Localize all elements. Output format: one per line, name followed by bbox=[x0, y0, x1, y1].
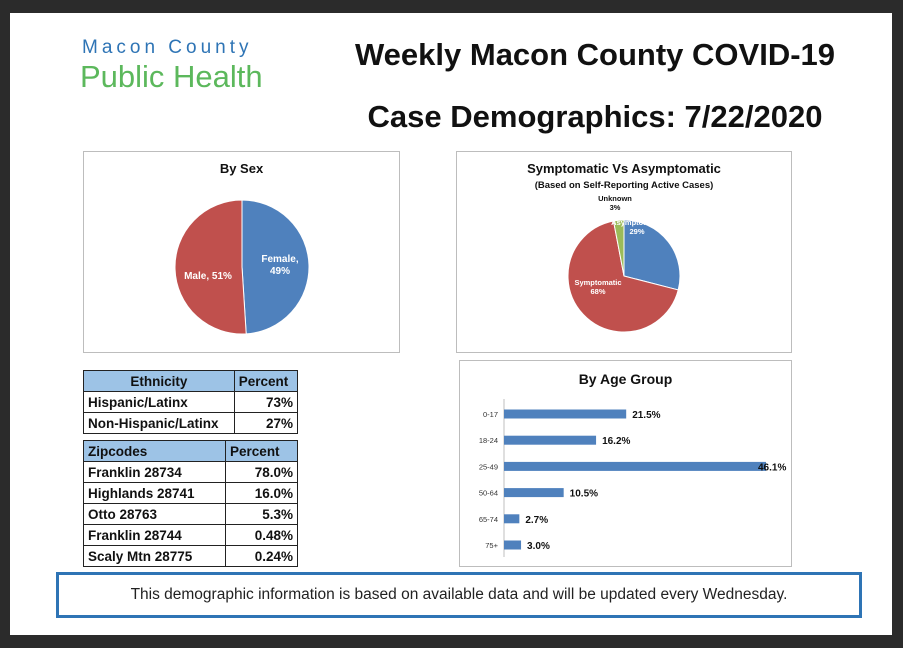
table-row: Otto 28763 5.3% bbox=[82, 503, 298, 525]
zipcode-percent: 16.0% bbox=[225, 482, 298, 504]
zipcode-percent: 5.3% bbox=[225, 503, 298, 525]
zipcode-name: Scaly Mtn 28775 bbox=[82, 545, 227, 567]
percent-header: Percent bbox=[233, 370, 299, 392]
footer-note: This demographic information is based on… bbox=[56, 572, 862, 618]
zipcode-name: Franklin 28734 bbox=[82, 461, 227, 483]
age-bar bbox=[504, 514, 520, 524]
age-chart-panel: By Age Group 0-17 21.5% 18-24 16.2% 25-49 46.… bbox=[459, 360, 792, 567]
zipcode-header-row: Zipcodes Percent bbox=[82, 440, 298, 462]
zipcode-table: Zipcodes Percent Franklin 28734 78.0% Hi… bbox=[82, 440, 298, 567]
table-row: Franklin 28734 78.0% bbox=[82, 461, 298, 483]
age-bar-value: 21.5% bbox=[632, 410, 660, 421]
age-bar-value: 46.1% bbox=[758, 462, 786, 473]
table-row: Franklin 28744 0.48% bbox=[82, 524, 298, 546]
age-bar bbox=[504, 461, 766, 471]
sex-chart-title: By Sex bbox=[219, 161, 264, 176]
age-bar-value: 2.7% bbox=[525, 515, 548, 526]
age-bar-chart: 0-17 21.5% 18-24 16.2% 25-49 46.1% 50-64 10.5% 6… bbox=[479, 399, 786, 557]
age-bar bbox=[504, 488, 564, 498]
symptom-chart-title: Symptomatic Vs Asymptomatic bbox=[527, 161, 721, 176]
pie-slice-female bbox=[241, 199, 310, 335]
zipcode-header: Zipcodes bbox=[82, 440, 227, 462]
age-category-label: 0-17 bbox=[483, 410, 498, 419]
zipcode-name: Franklin 28744 bbox=[82, 524, 227, 546]
slice-label-female: Female, 49% bbox=[261, 254, 298, 277]
age-category-label: 18-24 bbox=[479, 436, 498, 445]
logo-county-name: Macon County bbox=[82, 37, 253, 58]
age-category-label: 75+ bbox=[485, 541, 498, 550]
age-chart-title: By Age Group bbox=[578, 371, 673, 387]
slice-label-symptomatic: Symptomatic 68% bbox=[574, 278, 621, 296]
zipcode-percent: 78.0% bbox=[225, 461, 298, 483]
symptom-chart-subtitle: (Based on Self-Reporting Active Cases) bbox=[534, 180, 714, 191]
age-category-label: 65-74 bbox=[479, 515, 498, 524]
table-row: Scaly Mtn 28775 0.24% bbox=[82, 545, 298, 567]
pie-slice-male bbox=[174, 199, 247, 335]
age-category-label: 50-64 bbox=[479, 489, 498, 498]
age-category-label: 25-49 bbox=[479, 462, 498, 471]
logo-public-health: Public Health bbox=[80, 59, 263, 94]
slice-label-asymptomatic: Asymptomatic 29% bbox=[611, 218, 663, 236]
age-bar-value: 10.5% bbox=[570, 489, 598, 500]
slice-label-unknown: Unknown 3% bbox=[598, 194, 632, 212]
ethnicity-percent: 27% bbox=[233, 412, 299, 434]
zipcode-percent: 0.24% bbox=[225, 545, 298, 567]
infographic-slide: Macon County Public Health Weekly Macon … bbox=[10, 13, 892, 635]
ethnicity-name: Hispanic/Latinx bbox=[83, 391, 235, 413]
sex-chart-panel: By Sex Female, 49% Male, 51% bbox=[83, 151, 400, 353]
footer-text: This demographic information is based on… bbox=[130, 586, 788, 603]
page-title-line2: Case Demographics: 7/22/2020 bbox=[367, 99, 823, 134]
ethnicity-table: Ethnicity Percent Hispanic/Latinx 73% No… bbox=[83, 370, 299, 434]
sex-pie-chart: Female, 49% Male, 51% bbox=[174, 199, 310, 335]
zipcode-percent: 0.48% bbox=[225, 524, 298, 546]
table-row: Non-Hispanic/Latinx 27% bbox=[83, 412, 299, 434]
pie-slice-unknown bbox=[612, 219, 625, 277]
percent-header: Percent bbox=[225, 440, 298, 462]
age-bar-value: 3.0% bbox=[527, 541, 550, 552]
page-title-line1: Weekly Macon County COVID-19 bbox=[354, 37, 836, 72]
age-bar bbox=[504, 409, 627, 419]
pie-slice-symptomatic bbox=[567, 220, 679, 333]
age-bar bbox=[504, 540, 522, 550]
zipcode-name: Otto 28763 bbox=[82, 503, 227, 525]
age-bar bbox=[504, 435, 597, 445]
table-row: Highlands 28741 16.0% bbox=[82, 482, 298, 504]
slice-label-male: Male, 51% bbox=[184, 271, 232, 282]
symptom-chart-panel: Symptomatic Vs Asymptomatic (Based on Se… bbox=[456, 151, 792, 353]
table-row: Hispanic/Latinx 73% bbox=[83, 391, 299, 413]
symptom-pie-chart: Asymptomatic 29% Symptomatic 68% Unknown 3% bbox=[567, 194, 681, 333]
ethnicity-header-row: Ethnicity Percent bbox=[83, 370, 299, 392]
pie-slice-asymptomatic bbox=[623, 219, 681, 291]
ethnicity-percent: 73% bbox=[233, 391, 299, 413]
ethnicity-name: Non-Hispanic/Latinx bbox=[83, 412, 235, 434]
zipcode-name: Highlands 28741 bbox=[82, 482, 227, 504]
age-bar-value: 16.2% bbox=[602, 436, 630, 447]
ethnicity-header: Ethnicity bbox=[83, 370, 235, 392]
